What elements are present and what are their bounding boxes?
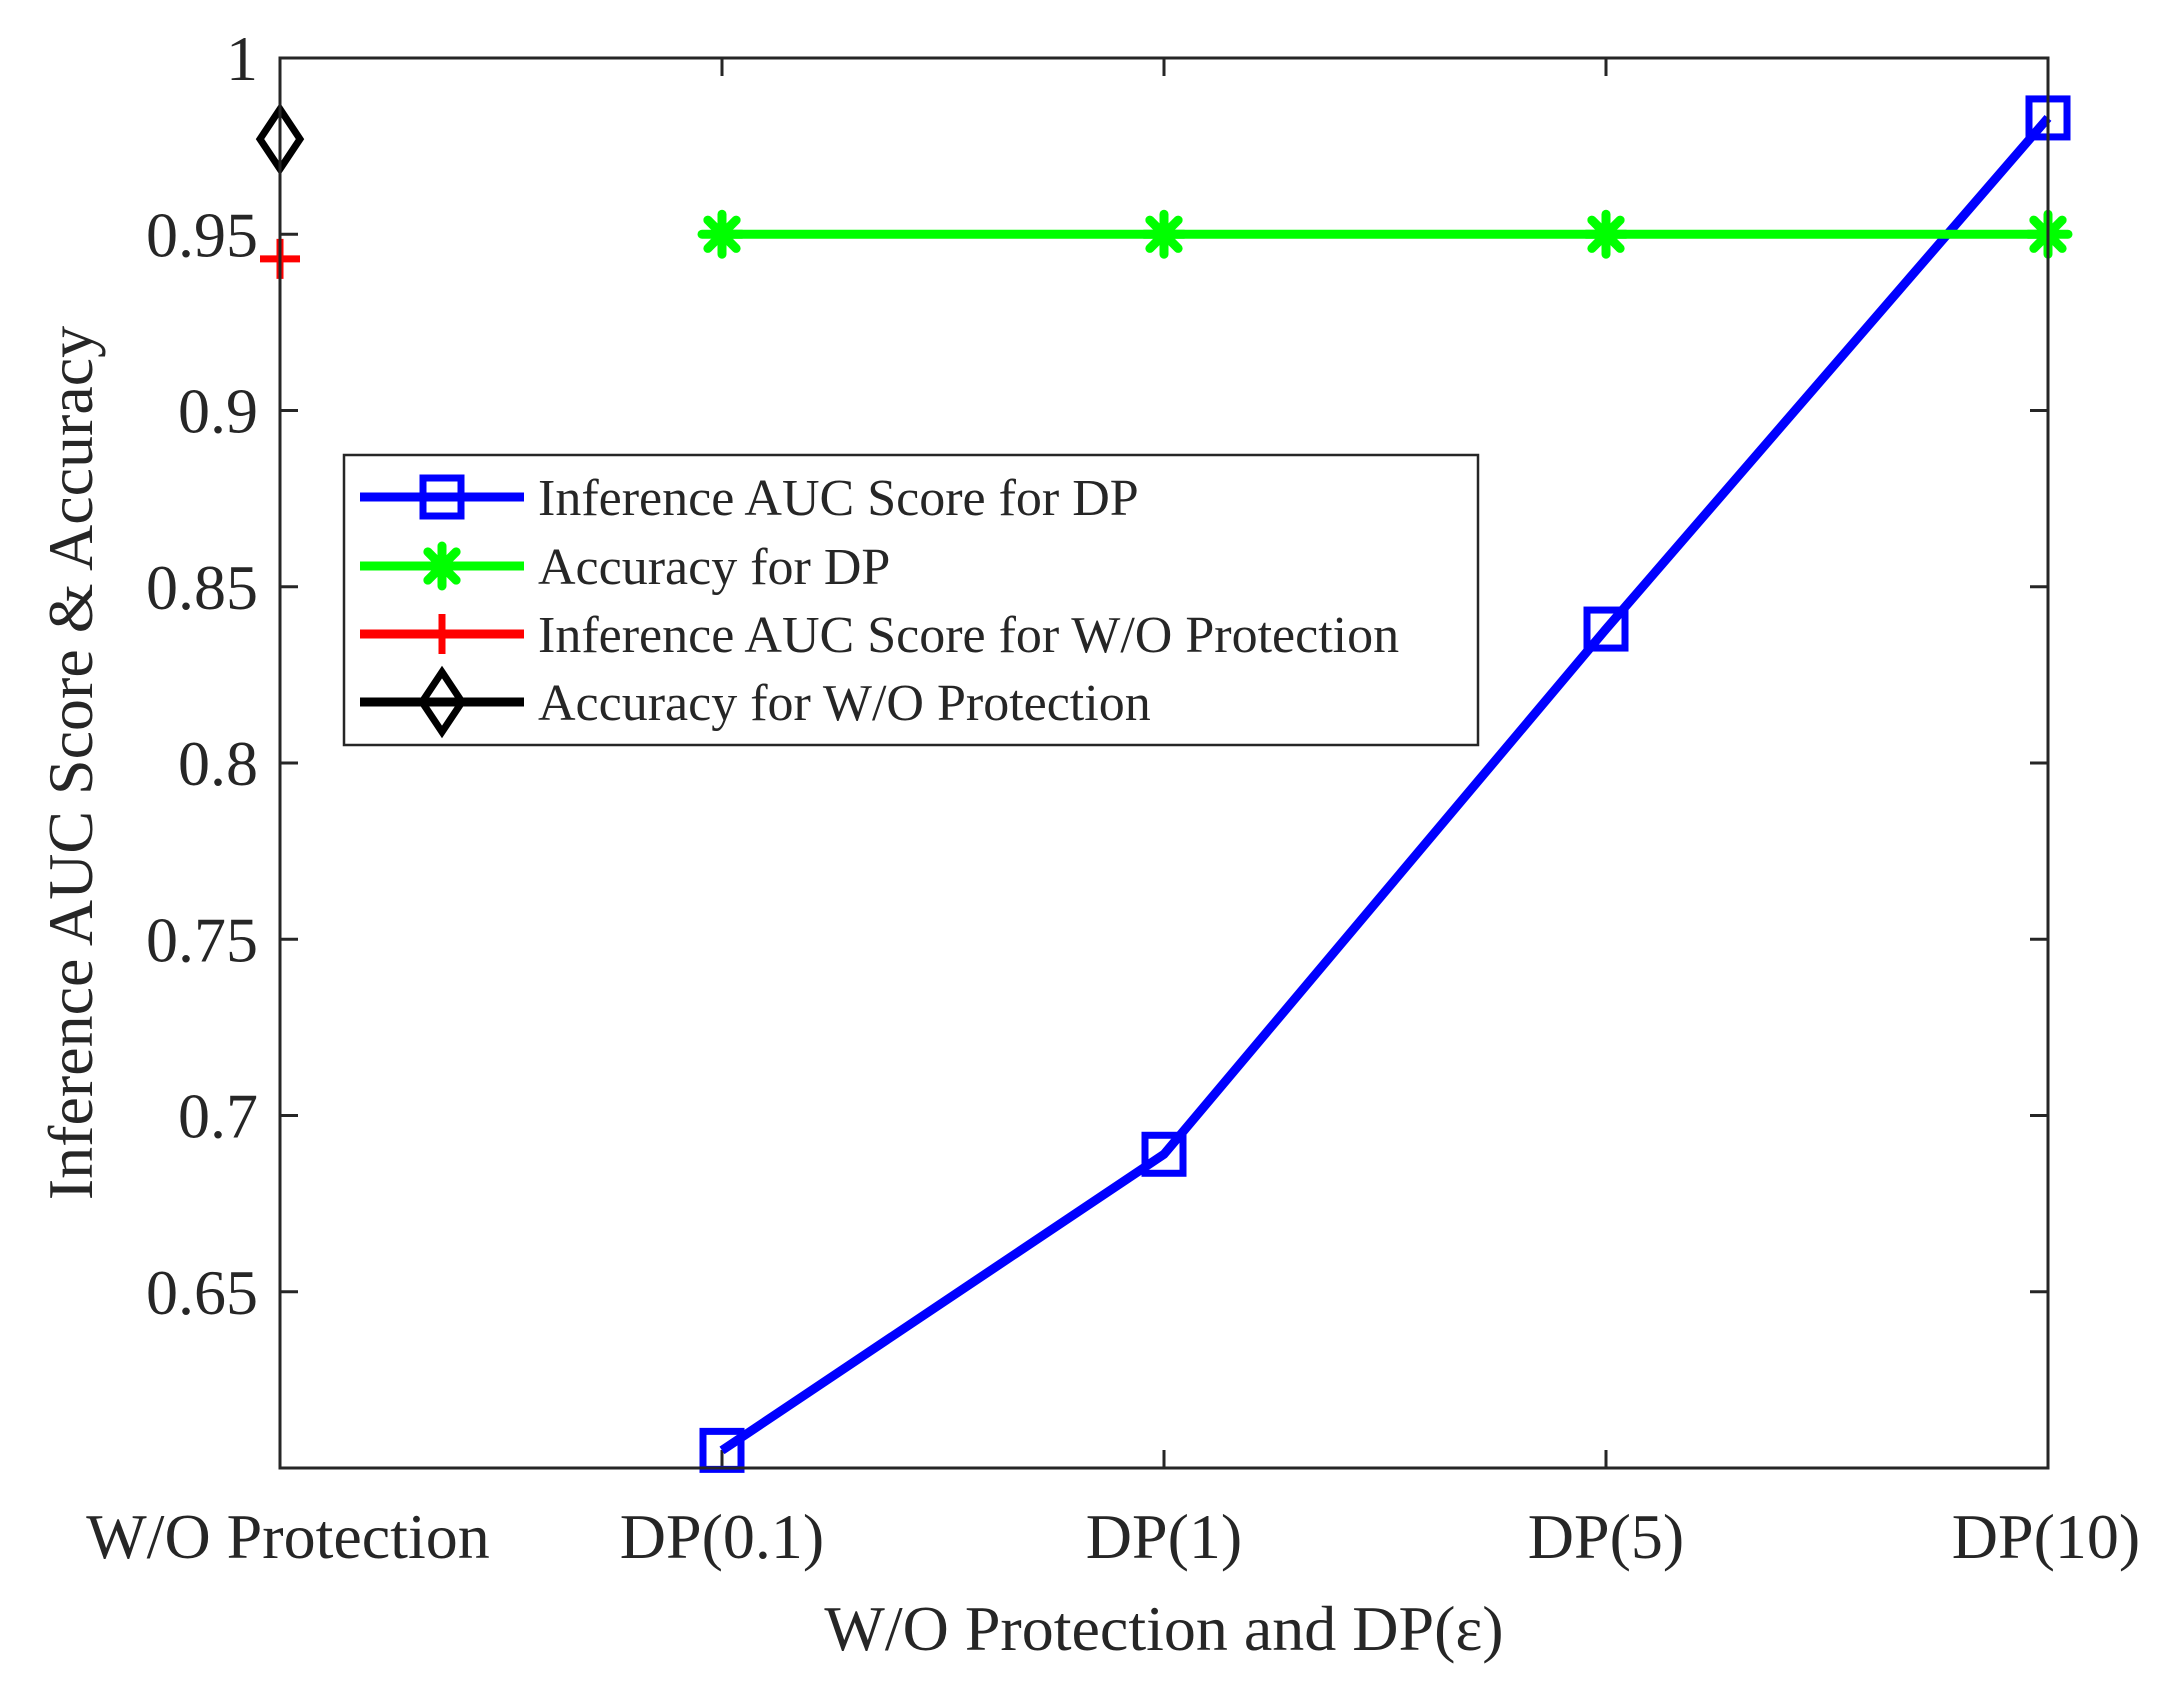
y-tick-label-0-7: 0.7 (178, 1081, 258, 1152)
data-point-inference-auc-score-for-dp-dp-1 (1141, 1131, 1187, 1177)
data-point-accuracy-for-dp-dp-1 (1139, 209, 1189, 259)
data-point-inference-auc-score-for-dp-dp-5 (1583, 606, 1629, 652)
legend-marker-accuracy-for-w-o-protection (417, 665, 467, 739)
legend-label-accuracy-for-dp: Accuracy for DP (538, 539, 890, 596)
legend-label-inference-auc-score-for-dp: Inference AUC Score for DP (538, 470, 1139, 527)
x-tick-label-dp-10: DP(10) (1952, 1501, 2140, 1572)
legend-label-accuracy-for-w-o-protection: Accuracy for W/O Protection (538, 675, 1151, 732)
y-axis-label: Inference AUC Score & Accuracy (35, 326, 106, 1200)
legend-marker-inference-auc-score-for-w-o-protection (422, 614, 462, 654)
legend: Inference AUC Score for DP Accuracy for D… (342, 453, 1480, 747)
x-tick-label-dp-0-1: DP(0.1) (620, 1501, 824, 1572)
y-tick-label-0-9: 0.9 (178, 376, 258, 447)
y-tick-label-0-8: 0.8 (178, 728, 258, 799)
legend-label-inference-auc-score-for-w-o-protection: Inference AUC Score for W/O Protection (538, 607, 1399, 664)
axes-frame (278, 56, 2050, 1470)
x-tick-label-dp-1: DP(1) (1086, 1501, 1242, 1572)
legend-entry-accuracy-for-w-o-protection: Accuracy for W/O Protection (360, 665, 1151, 739)
x-tick-label-dp-5: DP(5) (1528, 1501, 1684, 1572)
data-point-accuracy-for-dp-dp-5 (1581, 209, 1631, 259)
series-line-inference-auc-score-for-dp (719, 114, 2052, 1455)
x-axis-label: W/O Protection and DP(ε) (824, 1593, 1503, 1664)
legend-entry-inference-auc-score-for-w-o-protection: Inference AUC Score for W/O Protection (360, 607, 1399, 664)
data-point-accuracy-for-dp-dp-0-1 (697, 209, 747, 259)
y-tick-label-0-65: 0.65 (146, 1257, 258, 1328)
y-tick-label-0-95: 0.95 (146, 199, 258, 270)
x-tick-labels: W/O Protection DP(0.1) DP(1) DP(5) DP(10) (86, 1501, 2140, 1572)
y-tick-label-0-85: 0.85 (146, 552, 258, 623)
y-tick-label-0-75: 0.75 (146, 904, 258, 975)
x-tick-label-w-o-protection: W/O Protection (86, 1501, 489, 1572)
y-tick-labels: 0.65 0.7 0.75 0.8 0.85 0.9 0.95 1 (146, 23, 258, 1328)
legend-box (342, 453, 1480, 747)
legend-marker-inference-auc-score-for-dp (419, 474, 465, 520)
legend-entry-accuracy-for-dp: Accuracy for DP (360, 539, 890, 596)
plot-area (280, 58, 2048, 1468)
series-lines (719, 114, 2052, 1455)
legend-marker-accuracy-for-dp (417, 541, 467, 591)
y-tick-label-1: 1 (226, 23, 258, 94)
legend-entries: Inference AUC Score for DP Accuracy for D… (360, 470, 1399, 739)
legend-entry-inference-auc-score-for-dp: Inference AUC Score for DP (360, 470, 1139, 527)
